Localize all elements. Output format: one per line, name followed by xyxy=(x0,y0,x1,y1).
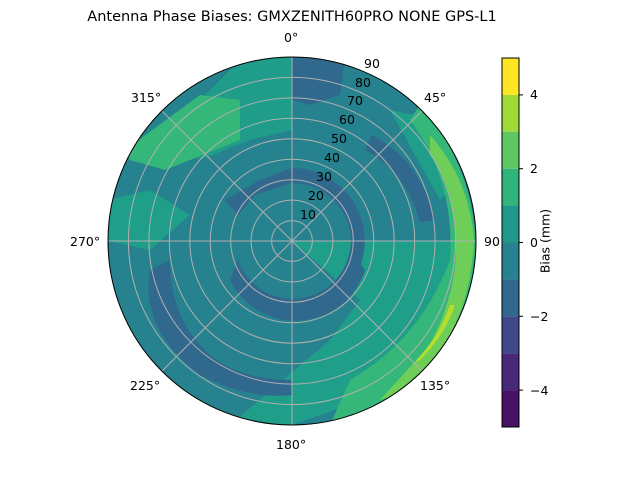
angle-label-270: 270° xyxy=(70,234,101,249)
radial-label-80: 80 xyxy=(355,75,371,90)
radial-label-30: 30 xyxy=(316,169,332,184)
angle-label-135: 135° xyxy=(420,378,451,393)
radial-label-50: 50 xyxy=(331,131,347,146)
colorbar-tick-neg4: −4 xyxy=(530,383,549,398)
colorbar-label: Bias (mm) xyxy=(537,208,553,274)
colorbar-tick-0: 0 xyxy=(530,235,538,250)
radial-label-40: 40 xyxy=(324,150,340,165)
radial-label-70: 70 xyxy=(347,93,363,108)
chart-title: Antenna Phase Biases: GMXZENITH60PRO NON… xyxy=(87,9,497,25)
radial-label-60: 60 xyxy=(339,112,355,127)
angle-label-45: 45° xyxy=(424,90,447,105)
angle-label-225: 225° xyxy=(130,378,161,393)
colorbar xyxy=(501,57,523,428)
angle-label-180: 180° xyxy=(276,437,307,452)
colorbar-tick-neg2: −2 xyxy=(530,309,549,324)
colorbar-tick-4: 4 xyxy=(530,87,538,102)
colorbar-tick-2: 2 xyxy=(530,161,538,176)
angle-label-315: 315° xyxy=(131,90,162,105)
radial-label-90: 90 xyxy=(364,56,380,71)
polar-grid xyxy=(108,57,476,425)
angle-label-90: 90 xyxy=(484,234,500,249)
radial-label-20: 20 xyxy=(308,188,324,203)
radial-label-10: 10 xyxy=(300,207,316,222)
angle-label-0: 0° xyxy=(284,30,299,45)
